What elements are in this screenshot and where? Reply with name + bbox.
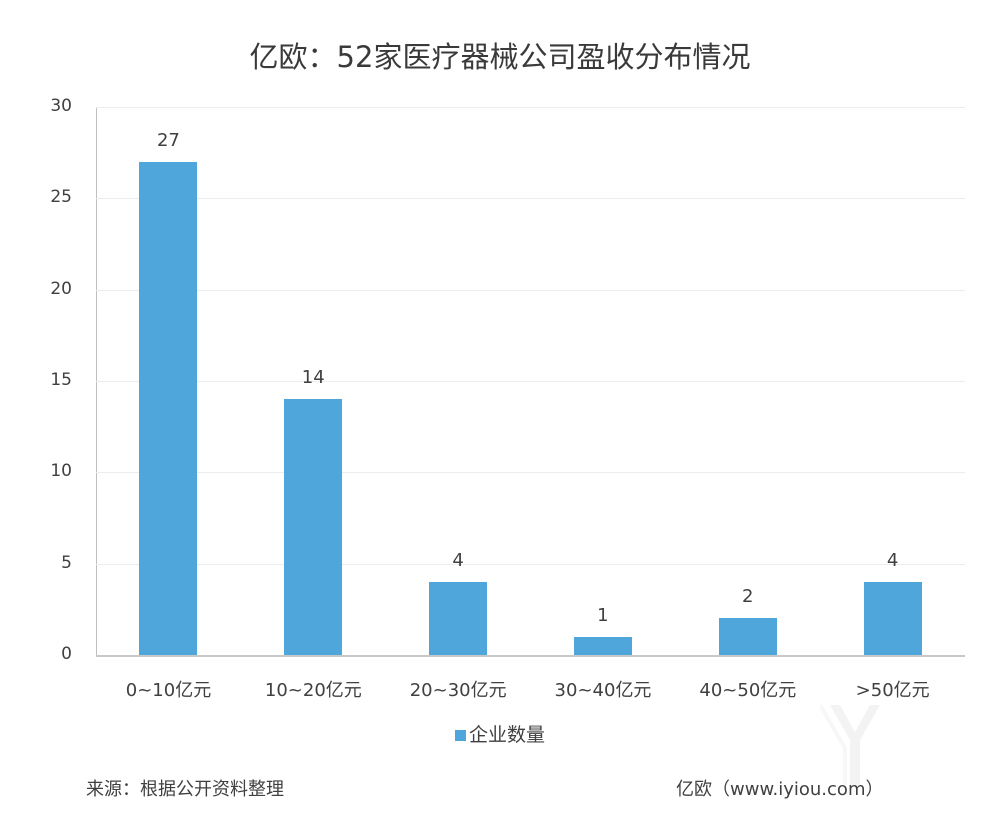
watermark-logo-icon [820,703,880,785]
bar [863,581,922,655]
bar-value-label: 27 [156,129,180,151]
gridline [96,289,965,291]
x-tick-label: 40~50亿元 [699,680,797,701]
credit-note: 亿欧（www.iyiou.com） [676,779,884,800]
x-tick-label: >50亿元 [855,680,930,701]
bar [429,581,488,655]
y-tick-label: 10 [50,461,72,482]
bar-value-label: 2 [742,586,754,608]
x-axis-line [96,655,965,657]
chart-title: 亿欧：52家医疗器械公司盈收分布情况 [249,40,751,74]
bar-value-label: 1 [597,604,609,626]
bar [139,161,198,655]
y-tick-label: 5 [61,552,72,573]
y-tick-label: 20 [50,278,72,299]
legend-label: 企业数量 [468,724,545,746]
x-tick-label: 20~30亿元 [409,680,507,701]
bar-value-label: 4 [452,549,464,571]
x-tick-label: 30~40亿元 [554,680,652,701]
bar-value-label: 4 [886,549,899,571]
y-tick-label: 15 [50,370,72,390]
gridline [96,563,965,565]
gridline [96,472,965,474]
plot-area: 27 14 4 1 2 4 [96,107,965,657]
gridline [96,198,965,200]
y-tick-label: 0 [61,644,72,664]
legend: 企业数量 [0,720,1000,747]
source-note: 来源：根据公开资料整理 [86,779,284,800]
bar [573,636,632,655]
bar [284,399,343,655]
bar [718,618,777,655]
x-tick-label: 10~20亿元 [264,680,362,701]
gridline [96,107,965,108]
x-tick-label: 0~10亿元 [125,680,212,701]
gridline [96,381,965,382]
y-tick-label: 25 [50,187,72,208]
bar-value-label: 14 [301,367,325,389]
legend-swatch-icon [454,730,466,741]
y-tick-label: 30 [50,96,72,116]
